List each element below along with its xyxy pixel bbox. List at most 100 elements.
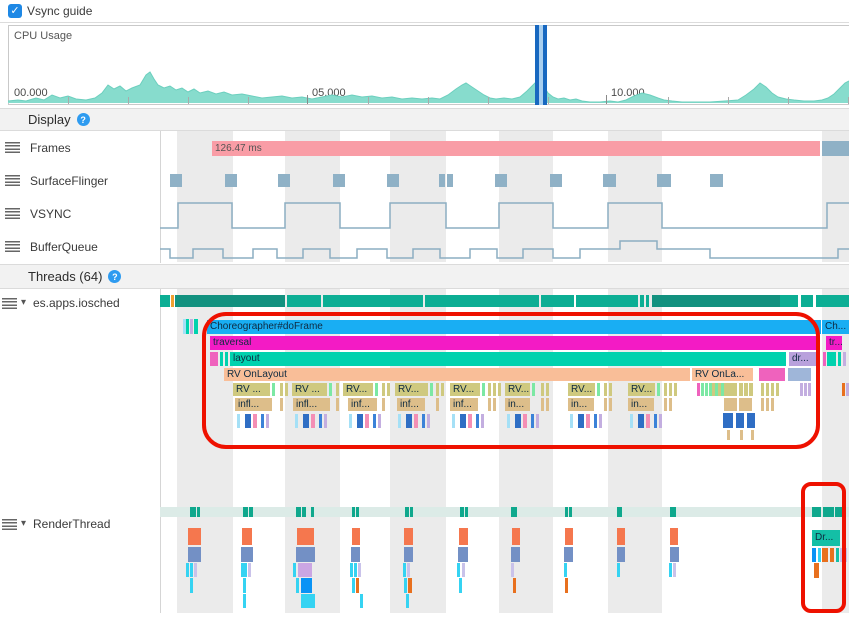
trace-tick[interactable]: [493, 398, 496, 411]
trace-tick[interactable]: [835, 507, 843, 517]
trace-tick[interactable]: [457, 563, 460, 577]
trace-tick[interactable]: [245, 414, 251, 428]
trace-tick[interactable]: [225, 352, 228, 366]
trace-tick[interactable]: [460, 414, 466, 428]
trace-tick[interactable]: [404, 578, 407, 593]
selection-marker[interactable]: [539, 25, 543, 105]
trace-span[interactable]: layout: [230, 352, 786, 366]
trace-tick[interactable]: [175, 295, 285, 307]
trace-tick[interactable]: [278, 174, 290, 187]
trace-tick[interactable]: [329, 383, 332, 396]
trace-tick[interactable]: [324, 414, 327, 428]
display-section-header[interactable]: Display ?: [0, 108, 849, 131]
trace-tick[interactable]: [670, 547, 679, 562]
trace-tick[interactable]: [493, 383, 496, 396]
trace-tick[interactable]: [822, 141, 849, 156]
trace-tick[interactable]: [481, 414, 484, 428]
trace-tick[interactable]: [669, 398, 672, 411]
trace-tick[interactable]: [378, 414, 381, 428]
trace-tick[interactable]: [459, 578, 462, 593]
trace-span[interactable]: RV...: [505, 383, 530, 396]
trace-tick[interactable]: [603, 174, 616, 187]
trace-tick[interactable]: [280, 383, 283, 396]
trace-tick[interactable]: [488, 398, 491, 411]
surfaceflinger-drag-handle-icon[interactable]: [5, 175, 20, 186]
trace-tick[interactable]: [646, 295, 649, 307]
trace-span[interactable]: Choreographer#doFrame: [207, 320, 821, 334]
trace-tick[interactable]: [766, 398, 769, 411]
trace-tick[interactable]: [301, 594, 315, 608]
trace-tick[interactable]: [357, 414, 363, 428]
trace-tick[interactable]: [761, 398, 764, 411]
trace-span[interactable]: dr...: [789, 352, 817, 366]
trace-tick[interactable]: [404, 547, 413, 562]
trace-tick[interactable]: [375, 383, 378, 396]
trace-tick[interactable]: [652, 295, 780, 307]
trace-tick[interactable]: [462, 563, 465, 577]
trace-span[interactable]: in...: [568, 398, 594, 411]
trace-tick[interactable]: [436, 398, 439, 411]
trace-tick[interactable]: [843, 352, 846, 366]
trace-tick[interactable]: [705, 383, 708, 396]
trace-span[interactable]: 126.47 ms: [212, 141, 820, 156]
trace-span[interactable]: RV...: [343, 383, 373, 396]
trace-tick[interactable]: [827, 352, 836, 366]
trace-span[interactable]: inf...: [348, 398, 377, 411]
trace-tick[interactable]: [638, 414, 644, 428]
trace-tick[interactable]: [740, 430, 743, 440]
trace-tick[interactable]: [515, 414, 521, 428]
trace-tick[interactable]: [709, 383, 712, 396]
selection-marker[interactable]: [535, 25, 539, 105]
trace-tick[interactable]: [458, 547, 468, 562]
trace-tick[interactable]: [823, 507, 834, 517]
trace-tick[interactable]: [436, 383, 439, 396]
trace-tick[interactable]: [597, 383, 600, 396]
trace-tick[interactable]: [460, 507, 464, 517]
trace-tick[interactable]: [640, 295, 644, 307]
trace-span[interactable]: in...: [505, 398, 530, 411]
trace-span[interactable]: infl...: [293, 398, 330, 411]
trace-tick[interactable]: [243, 507, 248, 517]
trace-tick[interactable]: [287, 295, 321, 307]
trace-tick[interactable]: [771, 398, 774, 411]
trace-tick[interactable]: [356, 578, 359, 593]
trace-tick[interactable]: [804, 383, 807, 396]
trace-tick[interactable]: [476, 414, 479, 428]
vsync-guide-checkbox[interactable]: ✓: [8, 4, 22, 18]
trace-tick[interactable]: [170, 174, 182, 187]
trace-tick[interactable]: [749, 383, 753, 396]
trace-tick[interactable]: [697, 383, 700, 396]
trace-tick[interactable]: [465, 507, 468, 517]
trace-tick[interactable]: [800, 383, 803, 396]
trace-tick[interactable]: [498, 383, 501, 396]
trace-tick[interactable]: [439, 174, 445, 187]
trace-tick[interactable]: [248, 563, 251, 577]
trace-tick[interactable]: [759, 368, 785, 381]
trace-span[interactable]: inf...: [397, 398, 425, 411]
trace-tick[interactable]: [511, 507, 517, 517]
trace-tick[interactable]: [609, 398, 612, 411]
trace-tick[interactable]: [261, 414, 264, 428]
trace-tick[interactable]: [323, 295, 423, 307]
trace-tick[interactable]: [253, 414, 257, 428]
trace-tick[interactable]: [488, 383, 491, 396]
trace-tick[interactable]: [838, 352, 841, 366]
trace-span[interactable]: in...: [628, 398, 654, 411]
trace-tick[interactable]: [657, 383, 660, 396]
trace-tick[interactable]: [441, 383, 444, 396]
trace-tick[interactable]: [808, 383, 811, 396]
threads-section-header[interactable]: Threads (64) ?: [0, 264, 849, 289]
trace-tick[interactable]: [818, 548, 821, 562]
trace-tick[interactable]: [564, 547, 573, 562]
trace-tick[interactable]: [482, 383, 485, 396]
trace-span[interactable]: infl...: [235, 398, 272, 411]
trace-tick[interactable]: [407, 563, 410, 577]
trace-tick[interactable]: [188, 547, 201, 562]
trace-tick[interactable]: [495, 174, 507, 187]
trace-span[interactable]: RV OnLa...: [692, 368, 753, 381]
trace-tick[interactable]: [812, 507, 821, 517]
trace-tick[interactable]: [771, 383, 774, 396]
trace-tick[interactable]: [194, 319, 198, 334]
trace-tick[interactable]: [507, 414, 510, 428]
trace-tick[interactable]: [382, 383, 385, 396]
